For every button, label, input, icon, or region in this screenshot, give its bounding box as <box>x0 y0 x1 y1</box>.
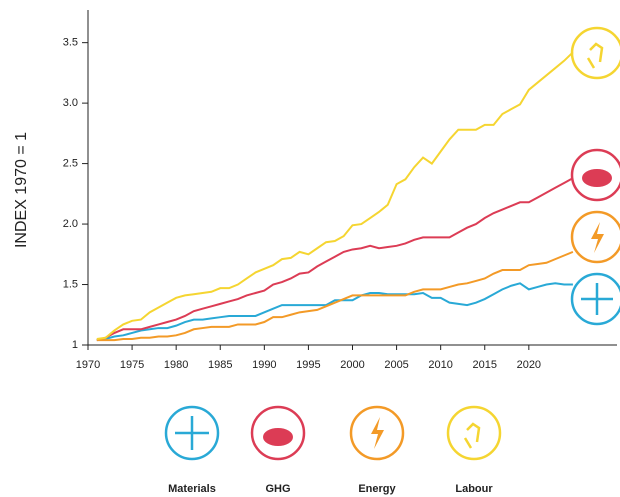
energy-glyph <box>591 222 604 253</box>
y-tick-label: 2.5 <box>63 157 78 169</box>
y-tick-label: 1.5 <box>63 278 78 290</box>
labour-icon <box>570 26 620 80</box>
materials-glyph <box>175 416 209 450</box>
y-tick-label: 1 <box>72 339 78 351</box>
materials-glyph <box>581 283 613 315</box>
end-icons <box>570 26 620 326</box>
y-tick-label: 3.0 <box>63 97 78 109</box>
y-axis-title: INDEX 1970 = 1 <box>13 132 30 248</box>
legend-icons <box>164 405 502 461</box>
ghg-glyph <box>582 169 612 187</box>
legend-label: GHG <box>265 483 290 495</box>
x-tick-label: 1990 <box>252 359 276 371</box>
energy-glyph <box>371 417 384 449</box>
ghg-glyph <box>263 428 293 446</box>
x-tick-label: 2020 <box>517 359 541 371</box>
x-tick-label: 2010 <box>428 359 452 371</box>
legend-label: Materials <box>168 483 216 495</box>
legend-label: Labour <box>455 483 493 495</box>
x-tick-label: 1985 <box>208 359 232 371</box>
x-tick-label: 1995 <box>296 359 320 371</box>
x-tick-label: 2000 <box>340 359 364 371</box>
series-line <box>96 250 574 342</box>
x-tick-label: 1970 <box>76 359 100 371</box>
x-tick-label: 2005 <box>384 359 408 371</box>
labour-glyph <box>586 42 604 69</box>
y-tick-label: 2.0 <box>63 218 78 230</box>
x-tick-label: 1975 <box>120 359 144 371</box>
labour-glyph <box>463 422 481 449</box>
y-tick-label: 3.5 <box>63 37 78 49</box>
x-tick-label: 2015 <box>473 359 497 371</box>
x-tick-label: 1980 <box>164 359 188 371</box>
series-line <box>96 51 574 340</box>
labour-icon <box>446 405 502 461</box>
legend-label: Energy <box>358 483 396 495</box>
series-line <box>96 282 573 342</box>
series-line <box>96 177 574 342</box>
